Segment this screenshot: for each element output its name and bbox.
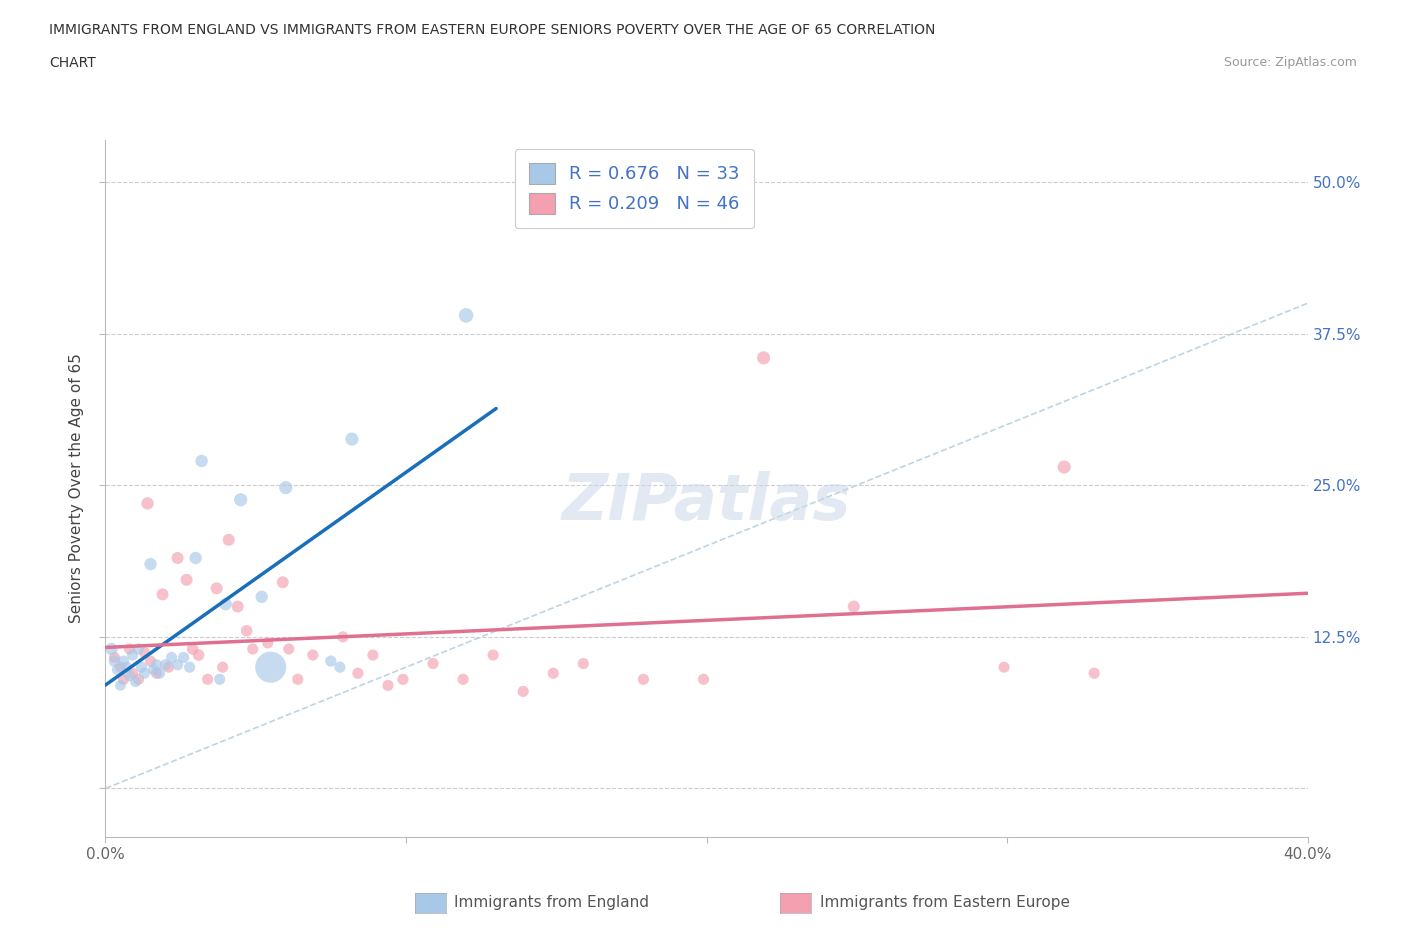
Point [329,659,352,674]
Point [103,654,125,669]
Point [145,666,167,681]
Point [107,662,129,677]
Point [115,659,138,674]
Point [139,557,162,572]
Point [124,674,146,689]
Point [134,645,156,660]
Text: Source: ZipAtlas.com: Source: ZipAtlas.com [1223,56,1357,69]
Point [160,650,183,665]
Point [287,671,309,686]
Text: Immigrants from Eastern Europe: Immigrants from Eastern Europe [820,895,1070,910]
Point [218,532,240,547]
Point [100,642,122,657]
Point [347,666,370,681]
Point [131,659,153,674]
Point [184,551,207,565]
Point [110,678,132,693]
Point [134,666,156,681]
Point [136,496,159,511]
Point [152,587,174,602]
Point [208,671,231,686]
Point [214,597,236,612]
Point [392,671,415,686]
Text: ZIPatlas: ZIPatlas [562,472,851,533]
Point [752,351,775,365]
Point [633,671,655,686]
Point [148,666,170,681]
Point [235,623,257,638]
Point [128,671,150,686]
Point [139,654,162,669]
Point [377,678,399,693]
Text: CHART: CHART [49,56,96,70]
Point [1053,459,1076,474]
Point [205,581,228,596]
Point [454,308,477,323]
Point [692,671,714,686]
Point [118,669,141,684]
Point [229,492,252,507]
Point [993,659,1015,674]
Point [842,599,865,614]
Point [157,659,180,674]
Point [118,642,141,657]
Point [451,671,474,686]
Point [128,642,150,657]
Point [301,647,323,662]
Point [176,572,198,587]
Point [110,659,132,674]
Point [422,656,444,671]
Point [112,654,135,669]
Point [1083,666,1105,681]
Y-axis label: Seniors Poverty Over the Age of 65: Seniors Poverty Over the Age of 65 [69,353,84,623]
Point [361,647,384,662]
Point [155,658,177,672]
Text: IMMIGRANTS FROM ENGLAND VS IMMIGRANTS FROM EASTERN EUROPE SENIORS POVERTY OVER T: IMMIGRANTS FROM ENGLAND VS IMMIGRANTS FR… [49,23,935,37]
Point [340,432,363,446]
Point [332,630,354,644]
Point [250,590,273,604]
Point [121,666,143,681]
Point [572,656,595,671]
Point [211,659,233,674]
Point [197,671,219,686]
Point [260,659,283,674]
Point [541,666,564,681]
Point [166,658,188,672]
Point [482,647,505,662]
Point [277,642,299,657]
Point [112,671,135,686]
Legend: R = 0.676   N = 33, R = 0.209   N = 46: R = 0.676 N = 33, R = 0.209 N = 46 [515,149,754,228]
Point [145,658,167,672]
Point [166,551,188,565]
Point [512,684,534,698]
Point [181,642,204,657]
Point [271,575,294,590]
Point [242,642,264,657]
Point [226,599,249,614]
Point [179,659,201,674]
Point [103,650,125,665]
Point [187,647,209,662]
Point [274,480,297,495]
Point [173,650,195,665]
Text: Immigrants from England: Immigrants from England [454,895,650,910]
Point [256,635,278,650]
Point [319,654,342,669]
Point [121,647,143,662]
Point [190,454,212,469]
Point [142,662,165,677]
